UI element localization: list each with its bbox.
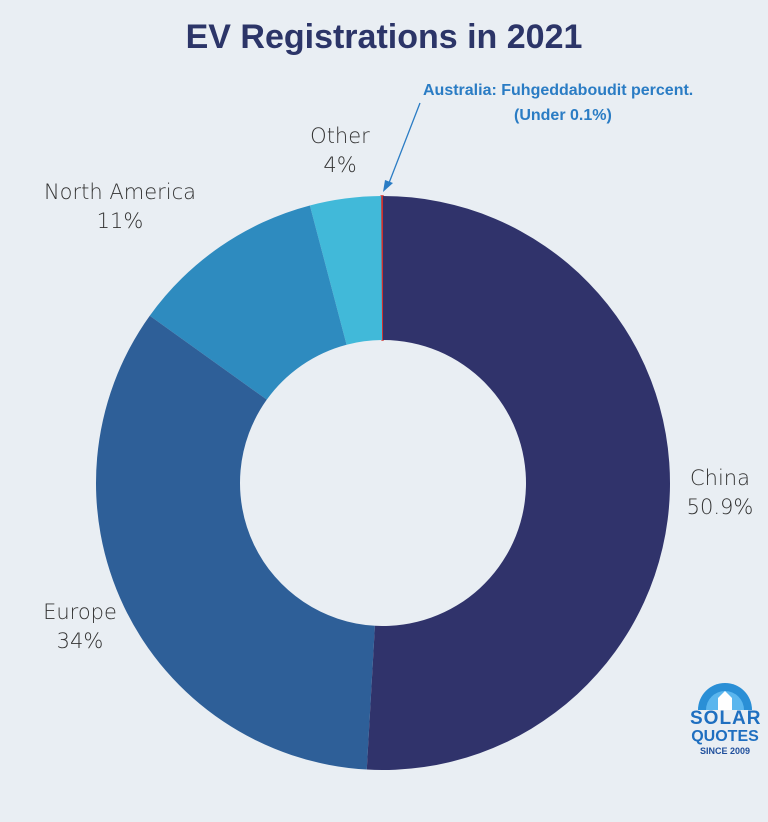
label-europe: Europe 34%: [43, 600, 117, 653]
house-arc-icon: [698, 683, 752, 710]
label-other: Other 4%: [310, 124, 370, 177]
label-china: China 50.9%: [686, 466, 754, 519]
annotation-arrow-head: [383, 180, 393, 192]
slice-north-america: [149, 205, 347, 400]
chart-title: EV Registrations in 2021: [185, 18, 583, 56]
slice-china: [366, 196, 670, 770]
solarquotes-logo: SOLAR QUOTES SINCE 2009: [690, 680, 761, 757]
annotation-australia: Australia: Fuhgeddaboudit percent. (Unde…: [423, 82, 694, 124]
slice-other: [309, 196, 383, 345]
label-north-america: North America 11%: [43, 180, 197, 233]
slice-europe: [95, 315, 375, 770]
annotation-arrow-line: [388, 102, 421, 184]
